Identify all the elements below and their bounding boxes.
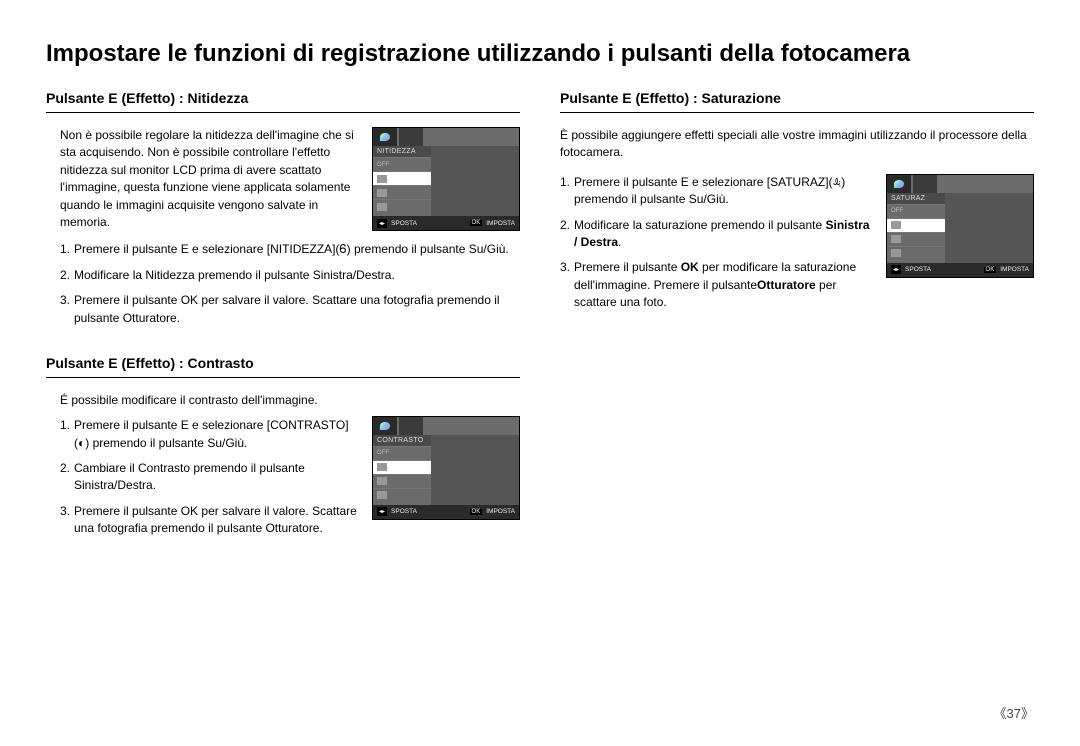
step-text: Premere il pulsante OK per modificare la… — [574, 259, 874, 311]
lcd-ok: OK — [984, 267, 997, 273]
section-heading: Pulsante E (Effetto) : Nitidezza — [46, 90, 520, 113]
arrows-icon: ◂▸ — [377, 507, 387, 516]
intro-text: É possibile modificare il contrasto dell… — [46, 392, 360, 409]
page-number: 《37》 — [994, 703, 1034, 722]
lcd-row — [373, 474, 431, 488]
lcd-ok: OK — [470, 509, 483, 515]
step-number: 3. — [60, 503, 74, 538]
step-text: Premere il pulsante E e selezionare [NIT… — [74, 241, 520, 258]
intro-text: È possibile aggiungere effetti speciali … — [560, 127, 1034, 162]
lcd-move: SPOSTA — [391, 508, 417, 515]
lcd-ok: OK — [470, 220, 483, 226]
intro-text: Non è possibile regolare la nitidezza de… — [46, 127, 360, 231]
step-text: Modificare la Nitidezza premendo il puls… — [74, 267, 520, 284]
step-text: Modificare la saturazione premendo il pu… — [574, 217, 874, 252]
step-text: Premere il pulsante OK per salvare il va… — [74, 503, 360, 538]
lcd-row-selected — [887, 218, 945, 232]
lcd-row-selected — [373, 460, 431, 474]
lcd-row-off: OFF — [887, 204, 945, 218]
step-number: 2. — [60, 267, 74, 284]
lcd-row — [373, 199, 431, 213]
lcd-move: SPOSTA — [391, 220, 417, 227]
right-column: Pulsante E (Effetto) : Saturazione È pos… — [560, 90, 1034, 556]
lcd-row-off: OFF — [373, 157, 431, 171]
step-number: 1. — [60, 417, 74, 452]
section-heading: Pulsante E (Effetto) : Saturazione — [560, 90, 1034, 113]
palette-icon — [893, 179, 905, 189]
lcd-set: IMPOSTA — [1000, 266, 1029, 273]
lcd-label: NITIDEZZA — [373, 146, 431, 157]
step-number: 2. — [60, 460, 74, 495]
lcd-row — [373, 488, 431, 502]
left-column: Pulsante E (Effetto) : Nitidezza Non è p… — [46, 90, 520, 556]
lcd-row — [887, 232, 945, 246]
step-number: 3. — [60, 292, 74, 327]
step-number: 1. — [560, 174, 574, 209]
lcd-move: SPOSTA — [905, 266, 931, 273]
lcd-row — [373, 185, 431, 199]
lcd-preview-saturazione: SATURAZ OFF ◂▸ SPOSTA — [886, 174, 1034, 278]
lcd-label: CONTRASTO — [373, 435, 431, 446]
section-nitidezza: Pulsante E (Effetto) : Nitidezza Non è p… — [46, 90, 520, 327]
section-contrasto: Pulsante E (Effetto) : Contrasto É possi… — [46, 355, 520, 546]
section-saturazione: Pulsante E (Effetto) : Saturazione È pos… — [560, 90, 1034, 320]
arrows-icon: ◂▸ — [891, 265, 901, 274]
step-text: Cambiare il Contrasto premendo il pulsan… — [74, 460, 360, 495]
lcd-preview-nitidezza: NITIDEZZA OFF ◂▸ SPOSTA — [372, 127, 520, 231]
lcd-row-selected — [373, 171, 431, 185]
arrows-icon: ◂▸ — [377, 219, 387, 228]
step-number: 3. — [560, 259, 574, 311]
step-number: 1. — [60, 241, 74, 258]
lcd-set: IMPOSTA — [486, 220, 515, 227]
palette-icon — [379, 421, 391, 431]
lcd-row — [887, 246, 945, 260]
step-text: Premere il pulsante OK per salvare il va… — [74, 292, 520, 327]
step-text: Premere il pulsante E e selezionare [SAT… — [574, 174, 874, 209]
step-number: 2. — [560, 217, 574, 252]
lcd-label: SATURAZ — [887, 193, 945, 204]
lcd-preview-contrasto: CONTRASTO OFF ◂▸ SPOSTA — [372, 416, 520, 520]
lcd-set: IMPOSTA — [486, 508, 515, 515]
palette-icon — [379, 132, 391, 142]
lcd-row-off: OFF — [373, 446, 431, 460]
section-heading: Pulsante E (Effetto) : Contrasto — [46, 355, 520, 378]
page-title: Impostare le funzioni di registrazione u… — [46, 40, 1034, 68]
step-text: Premere il pulsante E e selezionare [CON… — [74, 417, 360, 452]
